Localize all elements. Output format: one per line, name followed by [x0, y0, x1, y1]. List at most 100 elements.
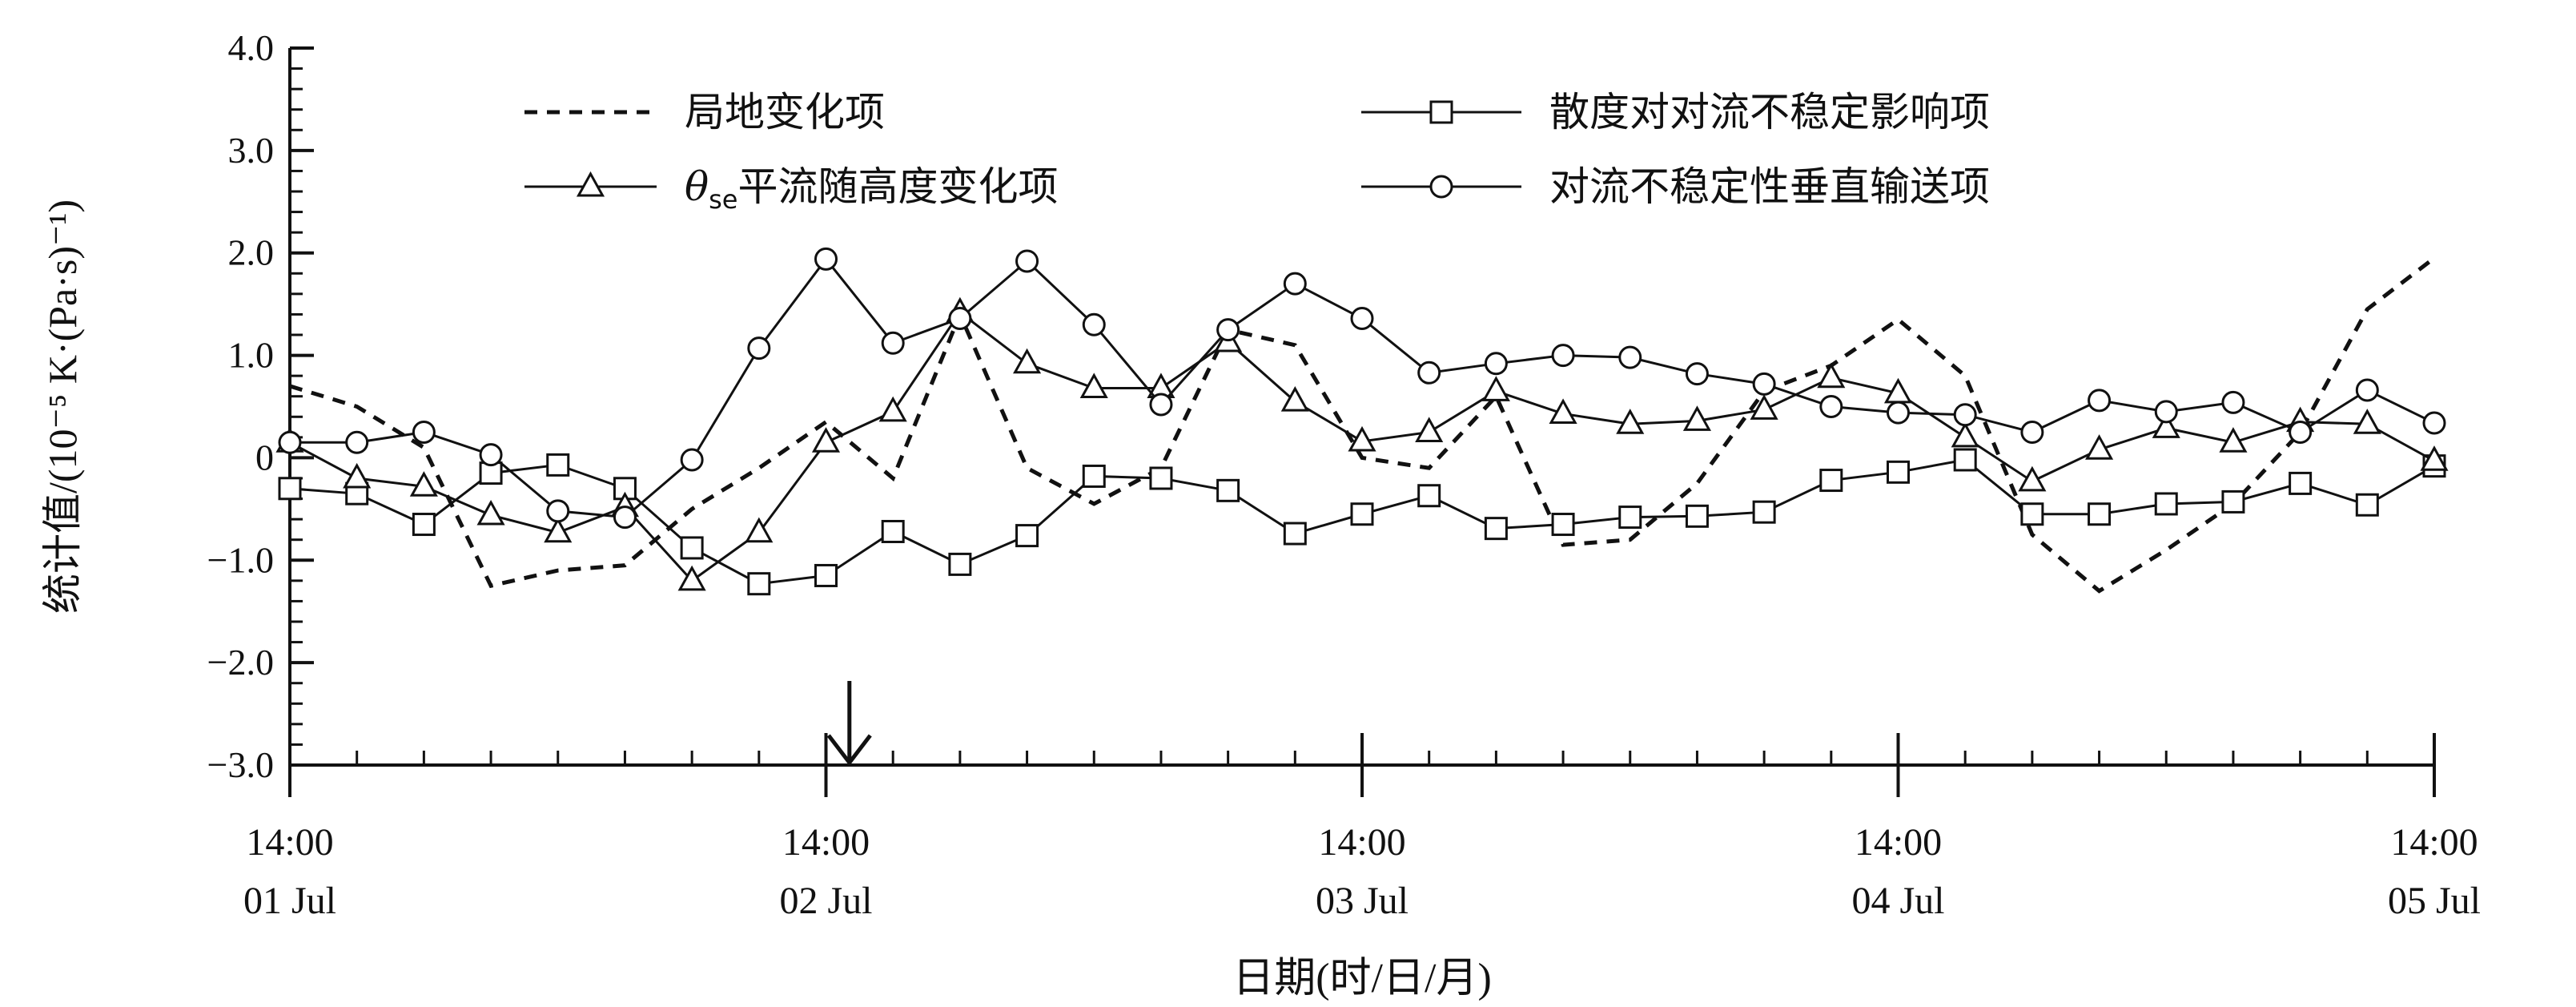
- vertical-transport-series: [278, 247, 2446, 530]
- theta-advection-series-point: [677, 565, 706, 591]
- divergence-series-point: [2221, 489, 2245, 514]
- x-tick-label-date: 05 Jul: [2388, 880, 2481, 922]
- divergence-series-point: [1149, 466, 1173, 490]
- vertical-transport-series-point: [2154, 400, 2178, 424]
- legend-theta-advection: θse平流随高度变化项: [524, 163, 1058, 215]
- y-tick-label: 2.0: [228, 232, 275, 273]
- vertical-transport-series-point: [814, 247, 838, 271]
- theta-advection-series-point: [409, 471, 438, 497]
- local-change-series: [289, 256, 2436, 594]
- vertical-transport-series-point: [278, 430, 302, 454]
- vertical-transport-series-point: [2422, 411, 2446, 435]
- vertical-transport-series-point: [479, 443, 503, 467]
- x-tick-label-time: 14:00: [246, 821, 333, 864]
- x-tick-label-date: 01 Jul: [243, 880, 336, 922]
- vertical-transport-series-point: [1082, 312, 1106, 336]
- vertical-transport-series-point: [881, 331, 905, 355]
- y-tick-label: −1.0: [207, 539, 274, 580]
- theta-advection-series-point: [2018, 465, 2047, 492]
- vertical-transport-series-point: [1015, 249, 1039, 273]
- divergence-series-point: [1417, 484, 1441, 508]
- vertical-transport-series-point: [1752, 372, 1776, 396]
- vertical-transport-series-point: [2289, 420, 2313, 444]
- vertical-transport-series-point: [747, 336, 771, 361]
- vertical-transport-series-point: [1216, 318, 1240, 342]
- divergence-series-point: [1752, 500, 1776, 524]
- legend-vertical-transport: 对流不稳定性垂直输送项: [1361, 163, 1990, 210]
- vertical-transport-series-point: [1551, 344, 1575, 368]
- vertical-transport-series-point: [1417, 361, 1441, 385]
- divergence-series-point: [1350, 502, 1374, 526]
- x-tick-label-time: 14:00: [782, 821, 870, 864]
- legend-divergence: 散度对对流不稳定影响项: [1361, 89, 1990, 135]
- theta-advection-series-point: [2219, 427, 2248, 453]
- divergence-series-point: [1618, 506, 1642, 530]
- divergence-series-point: [1551, 513, 1575, 537]
- theta-advection-series-point: [1013, 348, 1042, 374]
- legend-marker: [1429, 100, 1453, 124]
- vertical-transport-series-point: [345, 430, 369, 454]
- divergence-series-point: [1685, 504, 1709, 528]
- vertical-transport-series-point: [1819, 395, 1843, 418]
- legend-local-change: 局地变化项: [524, 89, 885, 135]
- theta-advection-series-point: [745, 517, 774, 543]
- theta-advection-series-point: [1549, 398, 1577, 424]
- theta-advection-series-point: [2152, 413, 2180, 438]
- theta-advection-series-point: [2085, 434, 2114, 460]
- theta-advection-series-point: [2353, 409, 2381, 434]
- y-tick-label: 1.0: [228, 335, 275, 376]
- divergence-series-point: [1082, 464, 1106, 488]
- theta-advection-series-point: [476, 499, 505, 526]
- divergence-series-point: [2154, 492, 2178, 516]
- vertical-transport-series-point: [1685, 362, 1709, 386]
- vertical-transport-series-point: [1283, 272, 1307, 296]
- legend-label: 局地变化项: [685, 89, 885, 135]
- x-tick-label-date: 03 Jul: [1316, 880, 1409, 922]
- divergence-series-point: [2355, 493, 2379, 517]
- theta-advection-series-point: [544, 517, 573, 543]
- axes-layer: 4.0 3.0 2.0 1.0 0 −1.0 −2.0 −3.0 14:00 01 Jul 14:0…: [207, 27, 2481, 922]
- theta-advection-series-point: [1415, 417, 1444, 442]
- divergence-series-point: [814, 563, 838, 587]
- vertical-transport-series-point: [1484, 352, 1508, 376]
- x-tick-label-date: 02 Jul: [779, 880, 872, 922]
- theta-advection-series-point: [1481, 376, 1510, 401]
- divergence-series-point: [747, 572, 771, 596]
- arrow-head: [826, 734, 872, 767]
- legend-label: 散度对对流不稳定影响项: [1549, 89, 1990, 135]
- theta-advection-series-point: [2420, 445, 2449, 471]
- divergence-series-point: [1953, 448, 1977, 472]
- x-tick-label-time: 14:00: [1318, 821, 1405, 864]
- theta-advection-series-point: [1750, 394, 1778, 420]
- x-axis-label: 日期(时/日/月): [1232, 956, 1492, 1001]
- vertical-transport-series-point: [2221, 390, 2245, 414]
- y-tick-label: −3.0: [207, 744, 274, 785]
- divergence-series-point: [680, 536, 704, 560]
- vertical-transport-series-point: [2355, 378, 2379, 402]
- vertical-transport-series-point: [546, 499, 570, 523]
- theta-advection-series-point: [1348, 425, 1376, 452]
- y-tick-label: 3.0: [228, 130, 275, 171]
- legend-marker: [1429, 175, 1453, 199]
- vertical-transport-series-point: [680, 448, 704, 472]
- x-tick-label-time: 14:00: [1855, 821, 1942, 864]
- divergence-series-point: [1015, 524, 1039, 548]
- divergence-series-point: [2020, 502, 2044, 526]
- divergence-series-point: [2289, 471, 2313, 495]
- divergence-series: [278, 448, 2446, 596]
- legend-label: 对流不稳定性垂直输送项: [1549, 163, 1990, 210]
- theta-advection-series-point: [1616, 409, 1645, 434]
- vertical-transport-series-line: [290, 256, 2435, 519]
- local-change-series-line: [289, 256, 2436, 594]
- divergence-series-point: [948, 552, 972, 576]
- y-tick-label: −2.0: [207, 642, 274, 683]
- divergence-series-point: [278, 477, 302, 501]
- divergence-series-point: [881, 519, 905, 543]
- theta-advection-series-point: [343, 462, 372, 489]
- theta-advection-series-point: [878, 396, 907, 422]
- theta-advection-series-point: [1079, 373, 1108, 398]
- divergence-series-point: [1484, 517, 1508, 541]
- y-tick-label: 4.0: [228, 27, 275, 68]
- divergence-series-point: [1283, 522, 1307, 546]
- divergence-series-point: [546, 453, 570, 477]
